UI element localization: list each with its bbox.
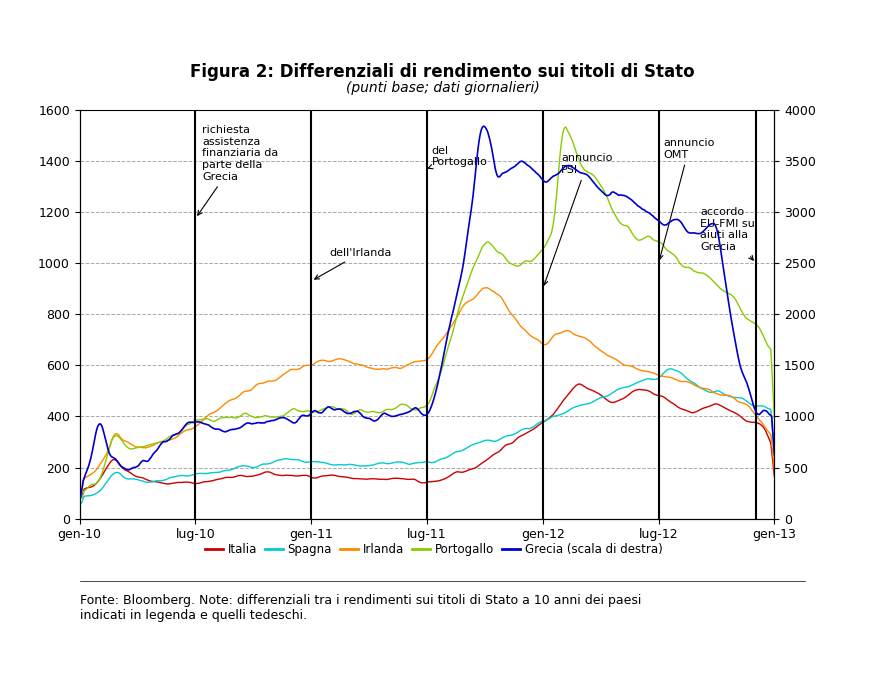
Text: annuncio
PSI: annuncio PSI — [543, 153, 612, 285]
Text: accordo
EU-FMI su
aiuti alla
Grecia: accordo EU-FMI su aiuti alla Grecia — [700, 207, 755, 260]
Text: dell'Irlanda: dell'Irlanda — [315, 248, 392, 279]
Text: annuncio
OMT: annuncio OMT — [658, 138, 714, 259]
Text: del
Portogallo: del Portogallo — [428, 146, 488, 169]
Text: richiesta
assistenza
finanziaria da
parte della
Grecia: richiesta assistenza finanziaria da part… — [197, 125, 279, 215]
Text: (punti base; dati giornalieri): (punti base; dati giornalieri) — [346, 81, 539, 95]
Text: Fonte: Bloomberg. Note: differenziali tra i rendimenti sui titoli di Stato a 10 : Fonte: Bloomberg. Note: differenziali tr… — [80, 594, 641, 622]
Text: Figura 2: Differenziali di rendimento sui titoli di Stato: Figura 2: Differenziali di rendimento su… — [190, 63, 695, 81]
Legend: Italia, Spagna, Irlanda, Portogallo, Grecia (scala di destra): Italia, Spagna, Irlanda, Portogallo, Gre… — [200, 539, 667, 561]
